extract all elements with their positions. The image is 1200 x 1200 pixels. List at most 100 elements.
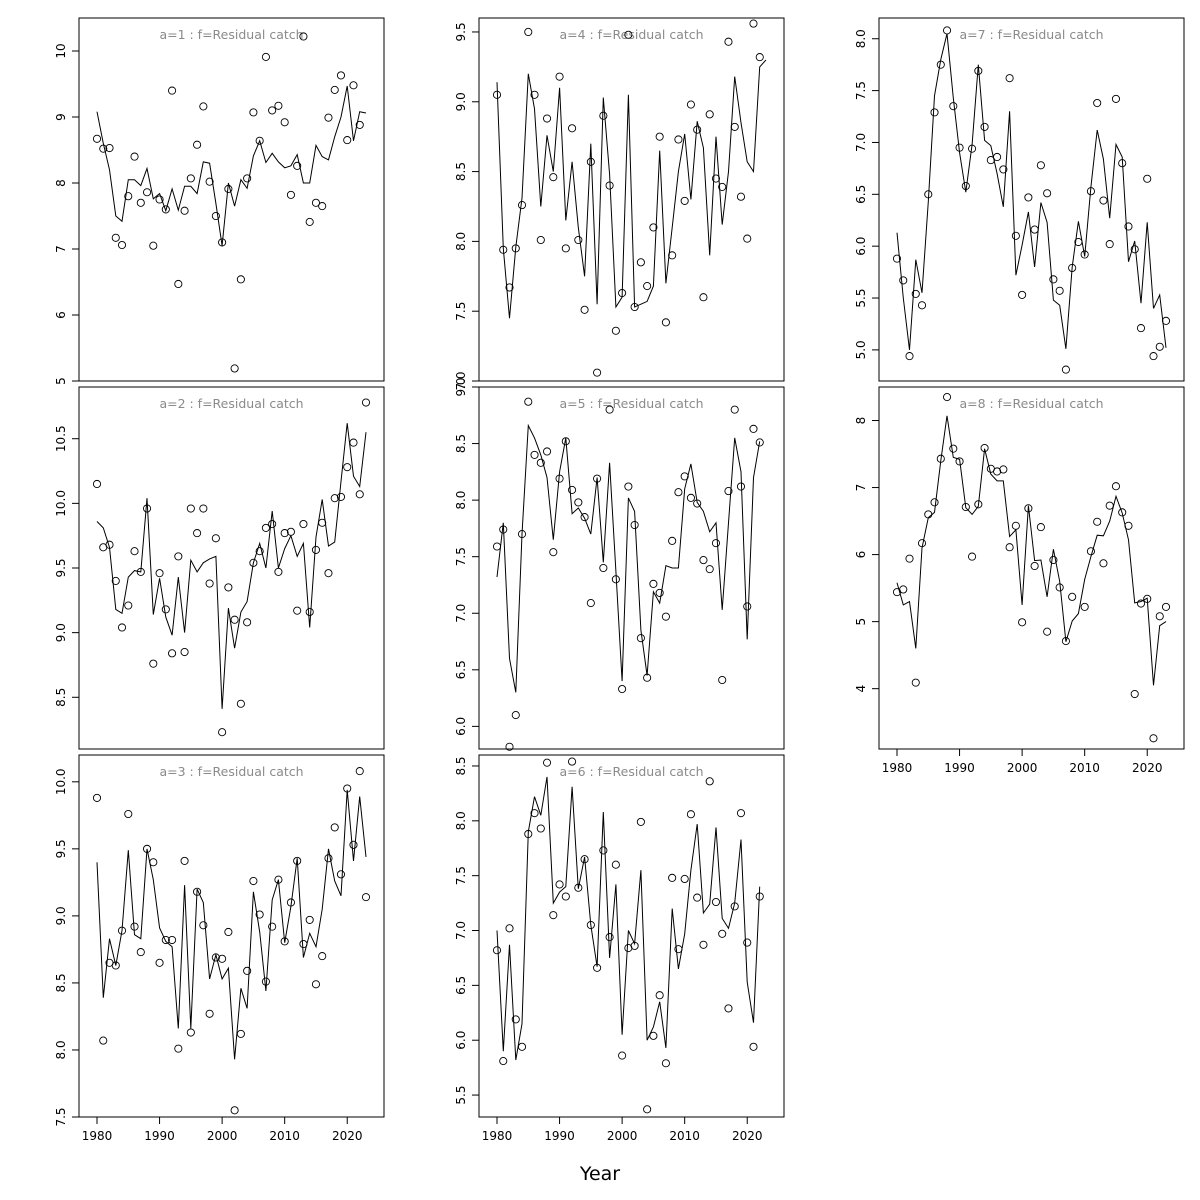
observed-point <box>711 174 721 183</box>
observed-point <box>111 576 120 585</box>
observed-point <box>674 135 683 144</box>
observed-point <box>1024 193 1033 202</box>
observed-point <box>361 893 371 902</box>
observed-point <box>1055 286 1064 295</box>
observed-point <box>349 840 358 849</box>
y-tick-label: 10.0 <box>54 490 68 517</box>
observed-point <box>693 499 702 508</box>
observed-point <box>605 933 614 942</box>
observed-point <box>286 190 295 199</box>
y-tick-label: 4 <box>854 685 868 693</box>
observed-point <box>755 892 764 901</box>
observed-point <box>1036 161 1045 170</box>
observed-point <box>536 235 545 245</box>
y-tick-label: 10 <box>54 43 68 58</box>
y-tick-label: 9.0 <box>54 623 68 642</box>
observed-point <box>674 488 683 497</box>
x-tick-label: 1980 <box>882 761 913 775</box>
observed-point <box>511 711 520 720</box>
y-tick-label: 9.0 <box>454 377 468 396</box>
y-tick-label: 6.0 <box>454 717 468 736</box>
panel-title: a=3 : f=Residual catch <box>159 764 303 779</box>
observed-point <box>199 921 208 930</box>
observed-point <box>705 565 714 574</box>
observed-point <box>736 192 746 201</box>
observed-point <box>649 223 658 232</box>
observed-point <box>155 569 164 578</box>
observed-point <box>1011 231 1020 240</box>
observed-point <box>149 858 158 867</box>
observed-point <box>186 504 195 513</box>
observed-point <box>268 922 277 931</box>
observed-point <box>1099 196 1108 205</box>
observed-point <box>593 474 602 483</box>
observed-point <box>349 81 358 90</box>
observed-point <box>643 1105 652 1114</box>
y-tick-label: 8.5 <box>54 688 68 707</box>
panel-title: a=7 : f=Residual catch <box>959 27 1103 42</box>
x-tick-label: 1980 <box>482 1129 513 1143</box>
observed-point <box>336 870 346 879</box>
observed-point <box>168 935 177 945</box>
observed-point <box>130 547 139 556</box>
observed-point <box>299 939 308 949</box>
observed-point <box>974 500 983 509</box>
observed-point <box>492 90 502 99</box>
observed-point <box>155 195 164 204</box>
observed-point <box>686 493 695 502</box>
fitted-series-line <box>896 33 1167 350</box>
observed-point <box>999 465 1008 474</box>
y-tick-label: 8.5 <box>454 434 468 453</box>
observed-point <box>1061 637 1070 646</box>
y-tick-label: 8.0 <box>854 29 868 48</box>
y-tick-label: 9.5 <box>54 839 68 858</box>
observed-point <box>549 548 558 557</box>
observed-point <box>1018 290 1027 299</box>
observed-point <box>980 122 989 131</box>
observed-point <box>718 675 727 685</box>
observed-point <box>942 393 952 402</box>
x-tick-label: 2000 <box>607 1129 638 1143</box>
y-tick-label: 7.0 <box>454 921 468 940</box>
observed-point <box>499 245 508 254</box>
observed-point <box>524 27 533 37</box>
y-tick-label: 9.0 <box>54 906 68 925</box>
x-tick-label: 2010 <box>269 1129 300 1143</box>
observed-point <box>1136 324 1146 333</box>
observed-point <box>199 504 208 513</box>
observed-point <box>724 487 733 496</box>
observed-point <box>674 945 683 954</box>
y-tick-label: 8 <box>54 179 68 187</box>
observed-point <box>92 134 102 143</box>
observed-point <box>268 519 277 529</box>
observed-point <box>542 447 552 456</box>
observed-point <box>499 525 508 534</box>
observed-point <box>149 241 158 250</box>
x-tick-label: 1990 <box>544 1129 575 1143</box>
observed-point <box>524 829 533 839</box>
panel-frame <box>478 754 785 1118</box>
observed-point <box>605 181 614 190</box>
observed-point <box>680 472 689 481</box>
observed-point <box>530 809 539 818</box>
observed-point <box>224 583 233 592</box>
observed-point <box>680 874 689 884</box>
observed-point <box>274 101 283 110</box>
observed-point <box>99 1036 108 1045</box>
observed-point <box>755 438 764 447</box>
y-tick-label: 7.5 <box>454 866 468 885</box>
observed-point <box>574 498 583 507</box>
observed-point <box>1149 734 1158 743</box>
observed-point <box>1036 523 1045 532</box>
observed-point <box>568 124 577 133</box>
observed-point <box>305 217 314 226</box>
observed-point <box>993 152 1002 162</box>
observed-point <box>549 173 558 182</box>
observed-point <box>949 102 958 111</box>
observed-point <box>349 438 358 447</box>
x-tick-label: 2010 <box>669 1129 700 1143</box>
observed-point <box>1124 222 1133 231</box>
observed-point <box>730 405 739 414</box>
observed-point <box>743 234 752 243</box>
observed-point <box>1061 365 1070 374</box>
